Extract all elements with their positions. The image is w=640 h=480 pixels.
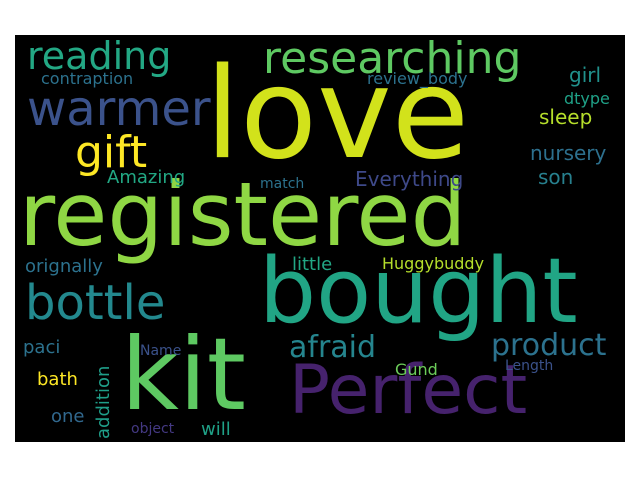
word-match: match [260,177,304,191]
word-son: son [538,167,573,187]
word-kit: kit [121,325,246,425]
word-everything: Everything [355,169,463,189]
word-one: one [51,408,85,426]
word-afraid: afraid [289,333,376,363]
word-contraption: contraption [41,71,133,87]
word-nursery: nursery [530,143,606,163]
word-cloud: love registered bought kit Perfect resea… [15,35,625,442]
word-gund: Gund [395,362,438,378]
word-length: Length [505,359,553,373]
word-bath: bath [37,371,78,389]
word-girl: girl [569,65,601,85]
word-amazing: Amazing [107,169,185,187]
word-warmer: warmer [27,85,211,133]
word-addition: addition [95,366,113,439]
word-sleep: sleep [539,107,592,127]
word-review-body: review_body [367,71,467,87]
word-name: Name [140,344,181,358]
word-paci: paci [23,339,60,357]
word-orignally: orignally [25,258,103,276]
word-huggybuddy: Huggybuddy [382,256,484,272]
word-object: object [131,422,174,436]
word-little: little [292,256,332,274]
word-product: product [491,331,606,361]
word-will: will [201,421,231,439]
word-bottle: bottle [25,279,165,327]
